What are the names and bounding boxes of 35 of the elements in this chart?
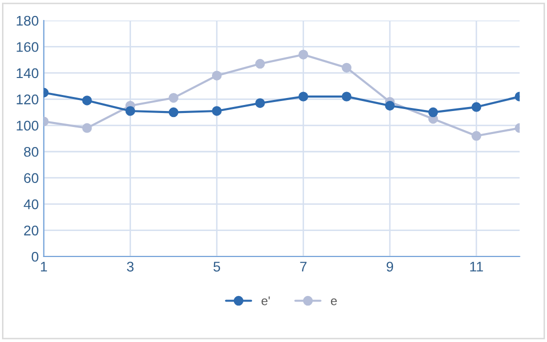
legend-label: e'	[262, 296, 270, 306]
y-tick-label: 100	[16, 120, 38, 131]
x-tick-label: 11	[470, 262, 483, 272]
y-tick-label: 0	[32, 252, 38, 262]
y-tick-label: 180	[16, 16, 38, 26]
point	[82, 123, 92, 133]
point	[298, 92, 308, 102]
point	[255, 98, 265, 108]
point	[212, 70, 222, 80]
y-tick-label: 60	[24, 173, 38, 184]
point	[342, 62, 352, 73]
point	[212, 106, 222, 116]
y-tick-label: 120	[16, 94, 38, 104]
x-tick-label: 5	[214, 262, 220, 272]
point	[125, 106, 136, 116]
x-tick-label: 9	[386, 262, 394, 272]
x-tick-label: 3	[126, 262, 134, 272]
point	[472, 102, 482, 112]
point	[472, 131, 482, 141]
point	[298, 50, 308, 60]
y-tick-label: 20	[24, 226, 38, 236]
point	[168, 93, 178, 103]
x-tick-label: 1	[40, 262, 47, 272]
point	[342, 92, 352, 102]
point	[82, 96, 92, 106]
y-tick-label: 40	[24, 199, 38, 210]
x-tick-label: 7	[300, 262, 306, 272]
point	[168, 107, 178, 118]
y-tick-label: 80	[24, 146, 38, 157]
point	[385, 100, 395, 111]
legend-label: e	[330, 298, 337, 306]
point	[255, 58, 265, 69]
point	[428, 107, 438, 118]
y-tick-label: 140	[16, 68, 38, 78]
y-tick-label: 160	[16, 42, 38, 52]
